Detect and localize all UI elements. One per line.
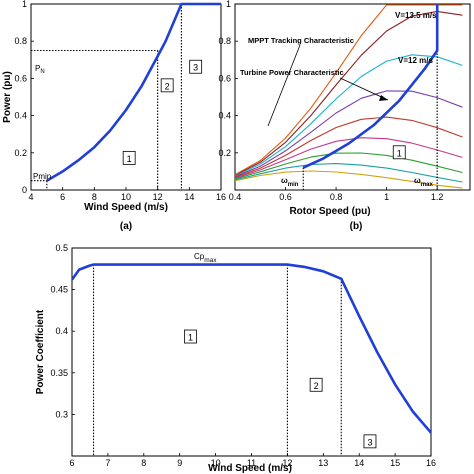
- chart-c-zone-3-box: [363, 434, 377, 449]
- chart-a-pmin-label: Pmin: [33, 172, 51, 181]
- chart-b-zone-1-label: 1: [397, 148, 402, 158]
- chart-a-ytick-label: 0.2: [14, 148, 27, 158]
- chart-a-xtick-label: 10: [121, 192, 131, 202]
- chart-a-ytick-label: 0: [22, 185, 27, 195]
- chart-b-turbine-arrow: [339, 77, 389, 101]
- chart-a-power-curve: [46, 2, 221, 182]
- chart-b-turbine-curve-1: [234, 170, 463, 189]
- chart-c-ytick-label: 0.4: [55, 326, 68, 336]
- chart-b-xtick-label: 1.2: [431, 192, 444, 202]
- chart-a-xtick-label: 12: [153, 192, 163, 202]
- chart-c-xtick-label: 9: [177, 458, 182, 468]
- chart-b-frame: [234, 3, 471, 191]
- chart-c-xtick-label: 16: [426, 458, 436, 468]
- chart-a-pn-label: PN: [35, 64, 45, 75]
- chart-c: 6 7 8 9 10 11 12 13 14 15 16 0.30.350.40.450.5 123…: [35, 243, 436, 474]
- chart-a-ylabel: Power (pu): [2, 71, 13, 123]
- chart-b-turbine-arrowhead: [379, 95, 388, 101]
- chart-b-ytick-label: 0.2: [218, 148, 231, 158]
- chart-b-ytick-label: 1: [226, 0, 231, 9]
- chart-c-xtick-label: 8: [141, 458, 146, 468]
- chart-a-ytick-label: 1: [22, 0, 27, 9]
- chart-a-xtick-label: 8: [92, 192, 97, 202]
- chart-a-xtick-label: 4: [28, 192, 33, 202]
- chart-b-xtick-label: 0.4: [229, 192, 242, 202]
- chart-c-xtick-label: 15: [390, 458, 400, 468]
- chart-c-zone-3-label: 3: [367, 437, 372, 447]
- chart-c-xtick-label: 14: [354, 458, 364, 468]
- chart-b-zone-1-box: [392, 145, 406, 160]
- chart-b-panel-label: (b): [350, 221, 363, 232]
- chart-b-turbine-curve-3: [234, 152, 463, 180]
- chart-b-mppt-arrow: [267, 44, 301, 127]
- chart-a-zone-3-box: [189, 59, 203, 74]
- chart-c-zone-2-box: [309, 377, 323, 392]
- chart-c-ytick-label: 0.45: [50, 285, 68, 295]
- chart-b-turbine-curve-7: [234, 54, 463, 177]
- chart-b-omega-min-label: ωmin: [281, 176, 299, 188]
- chart-b-turbine-curve-2: [234, 163, 463, 183]
- chart-b-xlabel: Rotor Speed (pu): [289, 206, 370, 217]
- chart-c-zone-2-label: 2: [314, 381, 319, 391]
- chart-c-ytick-label: 0.35: [50, 368, 68, 378]
- chart-c-xtick-label: 12: [282, 458, 292, 468]
- chart-a-xtick-label: 16: [216, 192, 226, 202]
- chart-b: 0.4 0.6 0.8 1 1.2 0.2 0.4 0.6 0.8 1 1 Rotor Spee…: [218, 0, 471, 232]
- chart-a-ytick-label: 0.6: [14, 73, 27, 83]
- chart-a-xlabel: Wind Speed (m/s): [84, 202, 168, 213]
- chart-a-ytick-label: 0.8: [14, 36, 27, 46]
- chart-c-xtick-label: 11: [247, 458, 256, 468]
- chart-b-turbine-curve-4: [234, 137, 463, 179]
- chart-b-xtick-label: 0.6: [279, 192, 292, 202]
- chart-b-xtick-label: 0.8: [330, 192, 343, 202]
- chart-b-ytick-label: 0.8: [218, 36, 231, 46]
- chart-b-mppt-annotation: MPPT Tracking Characteristic: [248, 36, 354, 45]
- chart-b-turbine-curve-6: [234, 90, 463, 178]
- chart-b-turbine-curve-8: [234, 10, 463, 176]
- chart-c-xlabel: Wind Speed (m/s): [208, 463, 292, 474]
- chart-a: 4 6 8 10 12 14 16 00.20.40.60.81 123 Wind Spee…: [2, 0, 226, 232]
- chart-a-xtick-label: 14: [184, 192, 194, 202]
- chart-c-frame: [71, 247, 432, 457]
- chart-b-turbine-annotation: Turbine Power Characteristic: [240, 68, 344, 77]
- chart-c-zone-1-label: 1: [188, 333, 193, 343]
- chart-b-ytick-label: 0.4: [218, 111, 231, 121]
- chart-b-omega-max-label: ωmax: [414, 176, 433, 188]
- chart-b-v135-label: V=13.5 m/s: [395, 11, 437, 20]
- chart-b-turbine-curve-9: [234, 4, 463, 176]
- chart-b-ytick-label: 0.6: [218, 73, 231, 83]
- chart-c-xtick-label: 7: [105, 458, 110, 468]
- chart-c-cpmax-label: Cpmax: [194, 252, 217, 264]
- chart-c-cp-curve: [70, 263, 432, 434]
- chart-b-turbine-curve-5: [234, 116, 463, 178]
- chart-a-xtick-label: 6: [60, 192, 65, 202]
- chart-c-xtick-label: 10: [211, 458, 221, 468]
- chart-c-xtick-label: 6: [69, 458, 74, 468]
- chart-a-zone-3-label: 3: [193, 63, 198, 73]
- chart-a-zone-2-label: 2: [165, 81, 170, 91]
- chart-a-ytick-label: 0.4: [14, 111, 27, 121]
- chart-c-ylabel: Power Coefficient: [35, 309, 46, 394]
- chart-a-zone-1-box: [122, 150, 136, 165]
- chart-b-v12-label: V=12 m/s: [398, 56, 433, 65]
- chart-c-ytick-label: 0.5: [55, 243, 68, 253]
- chart-b-xtick-label: 1: [384, 192, 389, 202]
- chart-a-zone-2-box: [160, 78, 174, 93]
- chart-a-zone-1-label: 1: [127, 154, 132, 164]
- chart-c-ytick-label: 0.3: [55, 409, 68, 419]
- chart-c-xtick-label: 13: [318, 458, 328, 468]
- chart-a-panel-label: (a): [120, 221, 132, 232]
- chart-b-mppt-curve: [302, 4, 439, 169]
- chart-c-zone-1-box: [184, 329, 197, 344]
